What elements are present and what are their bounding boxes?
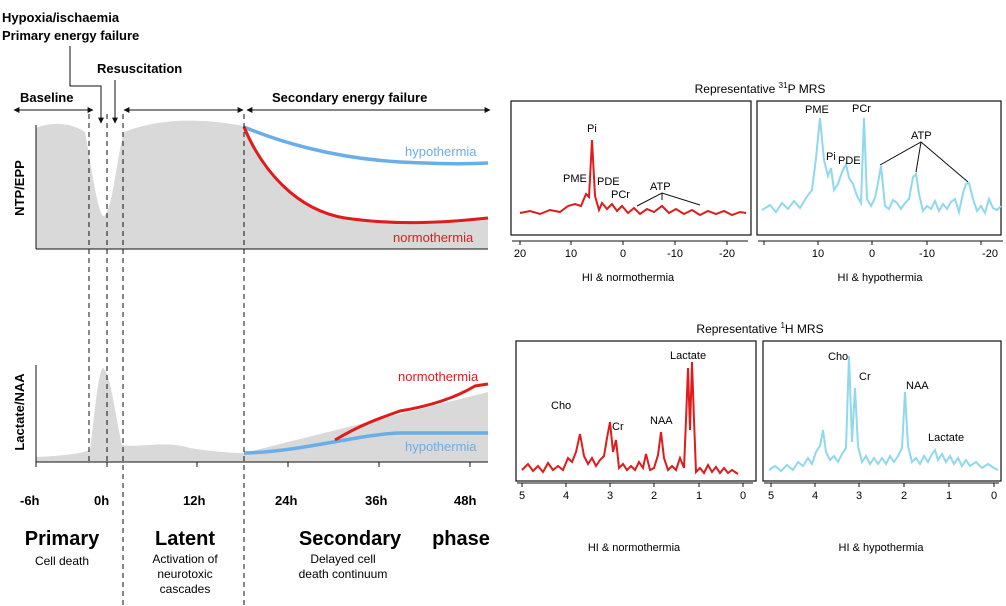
hypoxia-label: Hypoxia/ischaemia xyxy=(2,10,120,25)
upper-hypothermia-line xyxy=(243,125,489,166)
resuscitation-label: Resuscitation xyxy=(97,61,182,76)
tick-label: -10 xyxy=(919,248,935,260)
mrs1h-hypo-lactate: Lactate xyxy=(928,432,964,444)
tick-label: 5 xyxy=(519,490,525,502)
upper-normothermia-label: normothermia xyxy=(393,230,474,245)
tick-label: 0 xyxy=(991,490,997,502)
mrs31p-normo-caption: HI & normothermia xyxy=(582,272,675,284)
mrs1h-hypo-spectrum xyxy=(768,355,999,473)
tick-label: 0 xyxy=(740,490,746,502)
mrs31p-hypo-panel: PME PCr Pi PDE ATP xyxy=(756,100,1003,245)
mrs1h-title: Representative 1H MRS xyxy=(696,321,823,336)
tick-label: -20 xyxy=(982,248,998,260)
phase-primary-title: Primary xyxy=(25,528,100,550)
x-tick-label: 0h xyxy=(94,493,109,508)
upper-normothermia-line xyxy=(242,126,489,225)
x-tick-label: 36h xyxy=(365,493,387,508)
baseline-label: Baseline xyxy=(20,90,73,105)
mrs1h-hypo-panel: Cho Cr NAA Lactate xyxy=(762,340,1002,487)
ntp-area xyxy=(36,120,488,249)
phase-latent-desc: neurotoxic xyxy=(157,567,212,581)
mrs1h-normo-cho: Cho xyxy=(551,400,571,412)
mrs31p-hypo-spectrum xyxy=(761,117,1002,216)
mrs31p-hypo-pde: PDE xyxy=(838,155,861,167)
tick-label: 1 xyxy=(696,490,702,502)
mrs31p-normo-spectrum xyxy=(519,139,747,217)
mrs31p-hypo-pi: Pi xyxy=(826,151,836,163)
phase-secondary-desc: death continuum xyxy=(299,567,388,581)
secondary-failure-label: Secondary energy failure xyxy=(272,90,427,105)
phase-secondary-title: Secondary xyxy=(299,528,402,550)
lower-hypothermia-line xyxy=(243,431,488,455)
tick-label: -20 xyxy=(719,248,735,260)
phase-secondary-title-2: phase xyxy=(432,528,490,550)
mrs1h-hypo-naa: NAA xyxy=(906,380,929,392)
tick-label: 1 xyxy=(946,490,952,502)
mrs31p-hypo-atp: ATP xyxy=(911,130,932,142)
phase-latent-desc: cascades xyxy=(160,582,211,596)
mrs1h-normo-cr: Cr xyxy=(612,421,624,433)
mrs1h-hypo-cho: Cho xyxy=(828,351,848,363)
lower-normothermia-line xyxy=(334,382,489,442)
tick-label: 20 xyxy=(514,248,526,260)
lower-normothermia-label: normothermia xyxy=(398,369,479,384)
mrs1h-normo-caption: HI & normothermia xyxy=(588,542,681,554)
x-ticks xyxy=(35,462,471,467)
lactate-area xyxy=(36,368,488,462)
mrs31p-normo-pme: PME xyxy=(563,173,587,185)
tick-label: 3 xyxy=(607,490,613,502)
mrs1h-hypo-caption: HI & hypothermia xyxy=(839,542,925,554)
mrs31p-normo-atp-bracket xyxy=(636,192,701,207)
lower-hypothermia-label: hypothermia xyxy=(405,439,477,454)
mrs1h-hypo-cr: Cr xyxy=(859,371,871,383)
mrs1h-normo-panel: Cho Cr NAA Lactate xyxy=(515,340,757,487)
mrs1h-normo-spectrum xyxy=(521,361,739,475)
tick-label: 0 xyxy=(869,248,875,260)
tick-label: 5 xyxy=(768,490,774,502)
tick-label: 2 xyxy=(901,490,907,502)
x-tick-label: 12h xyxy=(183,493,205,508)
tick-label: 2 xyxy=(651,490,657,502)
mrs1h-normo-naa: NAA xyxy=(650,415,673,427)
mrs31p-hypo-pme: PME xyxy=(805,104,829,116)
mrs31p-normo-panel: PME Pi PDE PCr ATP xyxy=(510,100,752,245)
tick-label: 4 xyxy=(563,490,569,502)
x-tick-label: -6h xyxy=(20,493,40,508)
tick-label: 10 xyxy=(812,248,824,260)
upper-y-label: NTP/EPP xyxy=(12,160,27,216)
tick-label: 4 xyxy=(812,490,818,502)
upper-hypothermia-label: hypothermia xyxy=(405,144,477,159)
mrs31p-normo-pde: PDE xyxy=(597,176,620,188)
primary-failure-label: Primary energy failure xyxy=(2,28,139,43)
mrs31p-hypo-pcr: PCr xyxy=(852,103,871,115)
hypoxia-pointer xyxy=(69,46,104,124)
lower-y-label: Lactate/NAA xyxy=(12,373,27,451)
mrs31p-normo-atp: ATP xyxy=(650,181,671,193)
mrs31p-hypo-atp-bracket xyxy=(879,141,969,183)
phase-primary-desc: Cell death xyxy=(35,554,89,568)
tick-label: -10 xyxy=(667,248,683,260)
phase-secondary-desc: Delayed cell xyxy=(310,552,375,566)
x-tick-label: 24h xyxy=(275,493,297,508)
mrs31p-normo-pcr: PCr xyxy=(611,189,630,201)
mrs31p-normo-pi: Pi xyxy=(587,123,597,135)
mrs31p-title: Representative 31P MRS xyxy=(695,81,826,96)
tick-label: 10 xyxy=(565,248,577,260)
phase-latent-desc: Activation of xyxy=(152,552,218,566)
mrs31p-hypo-caption: HI & hypothermia xyxy=(838,272,924,284)
mrs1h-normo-lactate: Lactate xyxy=(670,350,706,362)
tick-label: 0 xyxy=(620,248,626,260)
tick-label: 3 xyxy=(856,490,862,502)
phase-latent-title: Latent xyxy=(155,528,215,550)
x-tick-label: 48h xyxy=(454,493,476,508)
